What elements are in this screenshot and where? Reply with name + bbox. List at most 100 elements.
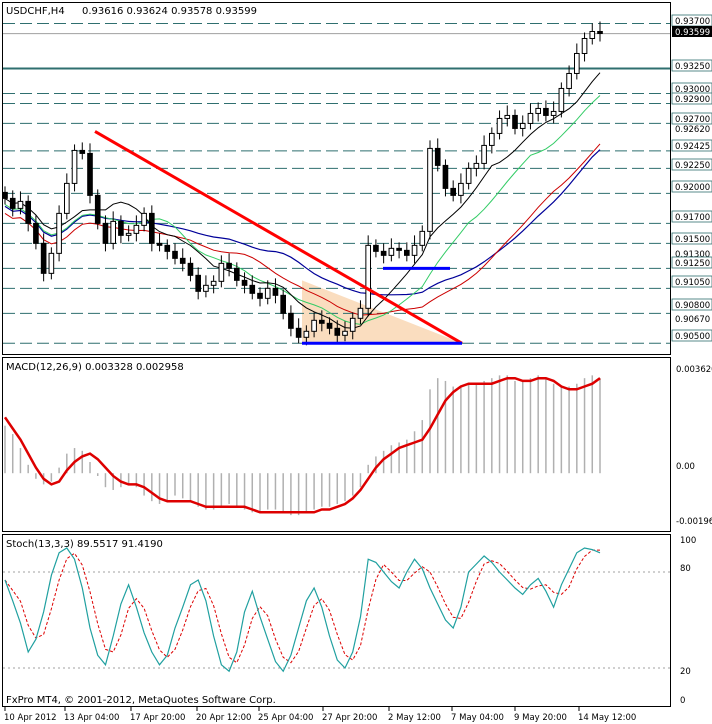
copyright: FxPro MT4, © 2001-2012, MetaQuotes Softw… [6,695,276,706]
price-label: 0.91300 [675,250,710,260]
candle-body [79,149,86,154]
candle-body [550,110,557,116]
price-label: 0.91050 [675,278,710,288]
candle-body [226,262,232,269]
ma-blue-line [4,149,601,296]
time-label: 27 Apr 20:00 [322,713,377,723]
time-label: 2 May 12:00 [388,713,441,723]
time-label: 17 Apr 20:00 [130,713,185,723]
candle-body [396,247,402,251]
candle-body [264,287,271,299]
time-label: 14 May 12:00 [578,713,636,723]
candle-body [257,292,263,299]
candle-body [357,307,364,319]
price-label-box [671,59,712,72]
stoch-signal-line [4,549,600,664]
price-label-box [671,92,712,105]
price-label-box [671,256,712,269]
price-label-box [671,210,712,223]
candle-body [102,222,109,244]
candle-body [234,267,240,281]
price-label: 0.91500 [675,235,710,245]
time-label: 10 Apr 2012 [4,713,57,723]
candle-body [156,242,163,246]
candle-body [535,107,542,114]
price-label: 0.90670 [675,315,710,325]
candle-body [319,319,325,324]
candle-body [427,147,433,232]
candle-body [33,222,39,244]
candle-body [280,294,287,314]
candle-body [373,244,379,252]
candle-body [94,194,101,224]
candle-body [442,164,449,189]
stoch-axis-label: 20 [680,667,691,677]
price-label: 0.90500 [675,332,710,342]
stoch-axis-label: 80 [680,564,691,574]
macd-title: MACD(12,26,9) 0.003328 0.002958 [6,362,184,373]
candle-body [87,152,93,196]
price-label-box [671,180,712,193]
downtrend-line [94,130,463,345]
candle-body [419,230,426,246]
price-label: 0.92620 [675,125,710,135]
price-label-box [671,298,712,311]
price-label: 0.93599 [675,28,710,38]
time-label: 20 Apr 12:00 [196,713,251,723]
price-label-box [671,158,712,171]
price-label-box [671,112,712,125]
candle-body [512,114,518,129]
price-label-box [671,275,712,288]
candle-body [210,280,217,286]
candle-body [303,330,310,338]
candle-body [473,162,480,169]
candle-body [326,322,333,329]
macd-panel [2,357,671,532]
candle-body [187,262,194,276]
candle-body [342,330,348,336]
candle-body [179,257,186,264]
candle-body [110,220,117,244]
ohlc-values: 0.93616 0.93624 0.93578 0.93599 [82,6,257,17]
candle-body [172,250,178,259]
price-label: 0.92700 [675,115,710,125]
candle-body [434,147,441,166]
candle-body [349,317,356,332]
stoch-panel [2,534,671,707]
candle-body [574,52,580,74]
candle-body [504,114,511,119]
candle-body [288,312,294,329]
price-label: 0.92250 [675,161,710,171]
price-label: 0.93000 [675,85,710,95]
candle-body [465,167,472,184]
candle-body [481,144,487,164]
candle-body [411,244,418,256]
candle-body [589,30,596,39]
candle-body [9,197,16,209]
candle-body [334,327,341,336]
candle-body [272,287,279,296]
symbol-label: USDCHF,H4 [6,6,65,17]
candle-body [241,279,248,286]
candle-body [458,182,464,196]
time-label: 13 Apr 04:00 [64,713,119,723]
candle-body [558,87,565,112]
stoch-axis-label: 0 [680,696,685,706]
price-label: 0.91250 [675,259,710,269]
price-label: 0.92000 [675,183,710,193]
price-label-box [671,232,712,245]
candle-body [164,244,171,252]
candle-body [218,262,225,282]
candle-body [25,200,31,224]
candle-body [311,319,317,332]
candle-body [141,212,147,226]
stoch-axis-label: 100 [680,536,696,546]
price-label-box [671,139,712,152]
candle-body [519,122,526,129]
candle-body [295,327,302,338]
ma-black-line [4,72,601,329]
candle-body [581,37,588,54]
candle-body [40,242,47,274]
